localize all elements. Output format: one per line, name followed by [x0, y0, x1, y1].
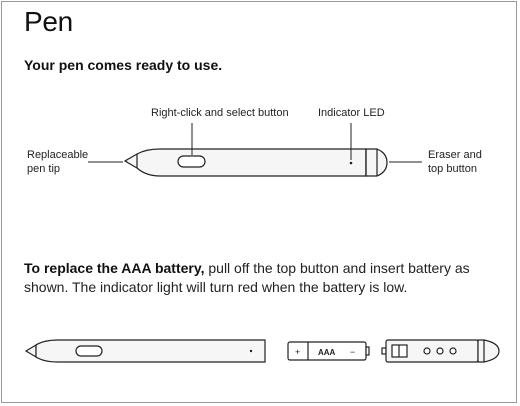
pen-tip-label: Replaceable pen tip [27, 149, 89, 175]
instructions-text: pull off the top button and insert batte… [24, 260, 470, 295]
battery-minus: − [350, 347, 355, 357]
battery-plus: + [295, 347, 300, 357]
right-click-button-label: Right-click and select button [151, 107, 289, 119]
pen-body-open [24, 339, 266, 363]
page-title: Pen [24, 6, 73, 37]
top-button-assembly [381, 339, 500, 363]
pen-tip [123, 153, 138, 169]
indicator-led-label: Indicator LED [318, 107, 385, 119]
eraser-label: Eraser and top button [428, 149, 482, 175]
instructions-bold-lead: To replace the AAA battery, [24, 260, 205, 276]
page-subtitle: Your pen comes ready to use. [24, 57, 223, 73]
battery-instructions: To replace the AAA battery, pull off the… [24, 259, 494, 297]
pen-body [136, 148, 367, 177]
aaa-battery [287, 341, 370, 361]
pen-illustration [123, 148, 388, 177]
right-click-button [177, 155, 206, 168]
battery-label: AAA [318, 348, 336, 357]
indicator-led [349, 161, 353, 165]
